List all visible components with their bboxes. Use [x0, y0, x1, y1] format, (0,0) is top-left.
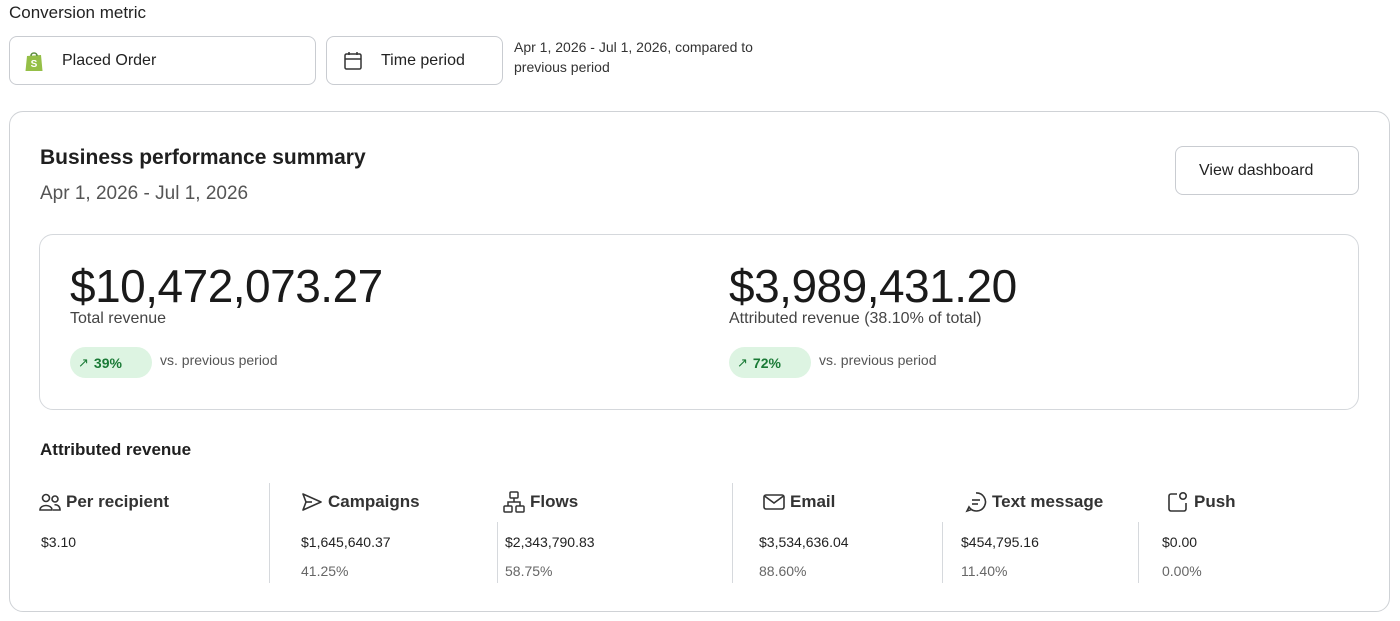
- flow-icon: [503, 491, 525, 513]
- people-icon: [39, 491, 61, 513]
- time-period-label: Time period: [381, 51, 465, 69]
- total-revenue-change-badge: ↗ 39%: [70, 347, 152, 378]
- divider: [732, 483, 733, 583]
- divider: [497, 522, 498, 583]
- trend-up-icon: ↗: [737, 354, 748, 370]
- metric-text-message: Text message $454,795.16 11.40%: [961, 482, 1104, 579]
- metric-value: $2,343,790.83: [505, 534, 595, 550]
- attributed-revenue-change-badge: ↗ 72%: [729, 347, 811, 378]
- total-revenue-change: 39%: [93, 354, 122, 371]
- metric-email: Email $3,534,636.04 88.60%: [759, 482, 849, 579]
- metric-label: Campaigns: [328, 492, 420, 511]
- calendar-icon: [342, 50, 364, 72]
- view-dashboard-button[interactable]: View dashboard: [1175, 146, 1359, 195]
- send-icon: [301, 491, 323, 513]
- card-date-range: Apr 1, 2026 - Jul 1, 2026: [40, 183, 249, 204]
- attributed-revenue-label: Attributed revenue (38.10% of total): [729, 310, 982, 327]
- metric-percent: 58.75%: [505, 563, 553, 579]
- push-notification-icon: [1167, 491, 1189, 513]
- envelope-icon: [763, 491, 785, 513]
- conversion-metric-label: Conversion metric: [9, 3, 146, 22]
- metric-campaigns: Campaigns $1,645,640.37 41.25%: [301, 482, 420, 579]
- total-revenue-comparison: vs. previous period: [160, 352, 278, 368]
- metric-label: Per recipient: [66, 492, 169, 511]
- metric-value: $0.00: [1162, 534, 1198, 550]
- total-revenue-amount: $10,472,073.27: [70, 260, 383, 312]
- metric-push: Push $0.00 0.00%: [1162, 482, 1236, 579]
- metric-label: Push: [1194, 492, 1236, 511]
- metric-value: $3,534,636.04: [759, 534, 849, 550]
- metric-percent: 11.40%: [961, 563, 1008, 579]
- attributed-revenue-comparison: vs. previous period: [819, 352, 937, 368]
- divider: [942, 522, 943, 583]
- attributed-revenue-title: Attributed revenue: [40, 440, 192, 459]
- divider: [269, 483, 270, 583]
- metric-value: $1,645,640.37: [301, 534, 391, 550]
- metric-selector[interactable]: S Placed Order: [9, 36, 316, 85]
- svg-text:S: S: [31, 59, 38, 70]
- metric-percent: 0.00%: [1162, 563, 1202, 579]
- shopify-bag-icon: S: [23, 50, 45, 72]
- metric-label: Flows: [530, 492, 579, 511]
- attributed-revenue-change: 72%: [752, 354, 781, 371]
- attributed-revenue-amount: $3,989,431.20: [729, 260, 1017, 312]
- business-performance-card: Business performance summary Apr 1, 2026…: [9, 111, 1390, 612]
- metric-value: $3.10: [41, 534, 77, 550]
- period-description: Apr 1, 2026 - Jul 1, 2026, compared to p…: [514, 39, 753, 75]
- card-title: Business performance summary: [40, 146, 366, 169]
- metric-value: $454,795.16: [961, 534, 1039, 550]
- metric-percent: 41.25%: [301, 563, 349, 579]
- metric-percent: 88.60%: [759, 563, 807, 579]
- time-period-selector[interactable]: Time period: [326, 36, 503, 85]
- trend-up-icon: ↗: [78, 354, 89, 370]
- divider: [1138, 522, 1139, 583]
- metric-label: Text message: [992, 492, 1104, 511]
- revenue-summary-box: $10,472,073.27 Total revenue ↗ 39% vs. p…: [39, 234, 1359, 410]
- metric-per-recipient: Per recipient $3.10: [39, 482, 169, 550]
- chat-icon: [965, 491, 987, 513]
- metric-flows: Flows $2,343,790.83 58.75%: [503, 482, 595, 579]
- total-revenue-label: Total revenue: [70, 310, 167, 327]
- metric-selector-label: Placed Order: [62, 51, 157, 69]
- metric-label: Email: [790, 492, 836, 511]
